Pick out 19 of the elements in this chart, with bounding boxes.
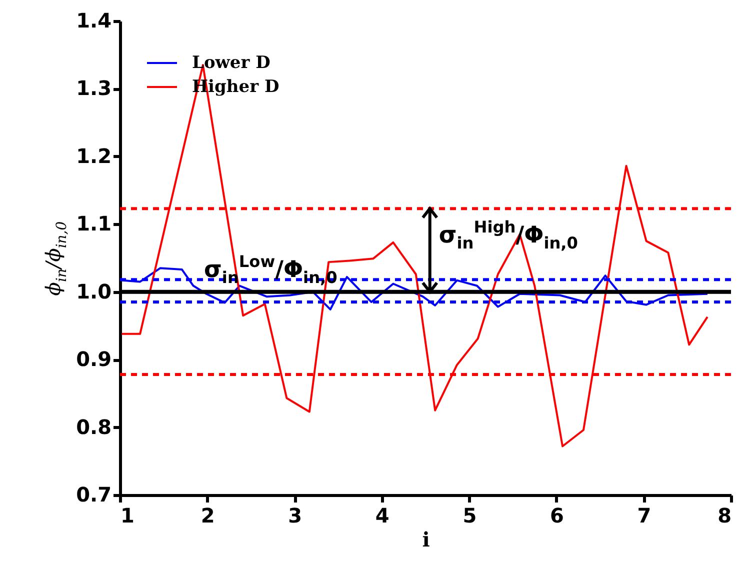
x-axis-title: i — [422, 528, 430, 552]
x-tick-label: 1 — [120, 504, 134, 528]
y-tick-label: 0.7 — [76, 482, 112, 506]
x-tick-label: 5 — [462, 504, 477, 528]
x-tick-label: 2 — [200, 504, 215, 528]
y-tick-label: 1.1 — [76, 212, 112, 236]
x-tick-label: 3 — [288, 504, 302, 528]
legend-label: Lower D — [192, 53, 271, 73]
x-tick-label: 8 — [718, 504, 732, 528]
x-tick-label: 7 — [637, 504, 652, 528]
y-tick-label: 1.3 — [76, 76, 112, 100]
x-tick-label: 4 — [375, 504, 390, 528]
x-tick-label: 6 — [550, 504, 564, 528]
y-tick-label: 1.0 — [76, 279, 112, 304]
y-tick-label: 1.4 — [76, 8, 112, 32]
y-tick-label: 0.8 — [76, 414, 112, 439]
annotation: σ$_{in}$$^{High}$/Φ$_{in,0}$ — [438, 218, 578, 253]
y-tick-label: 1.2 — [76, 144, 112, 168]
y-tick-label: 0.9 — [76, 347, 112, 372]
